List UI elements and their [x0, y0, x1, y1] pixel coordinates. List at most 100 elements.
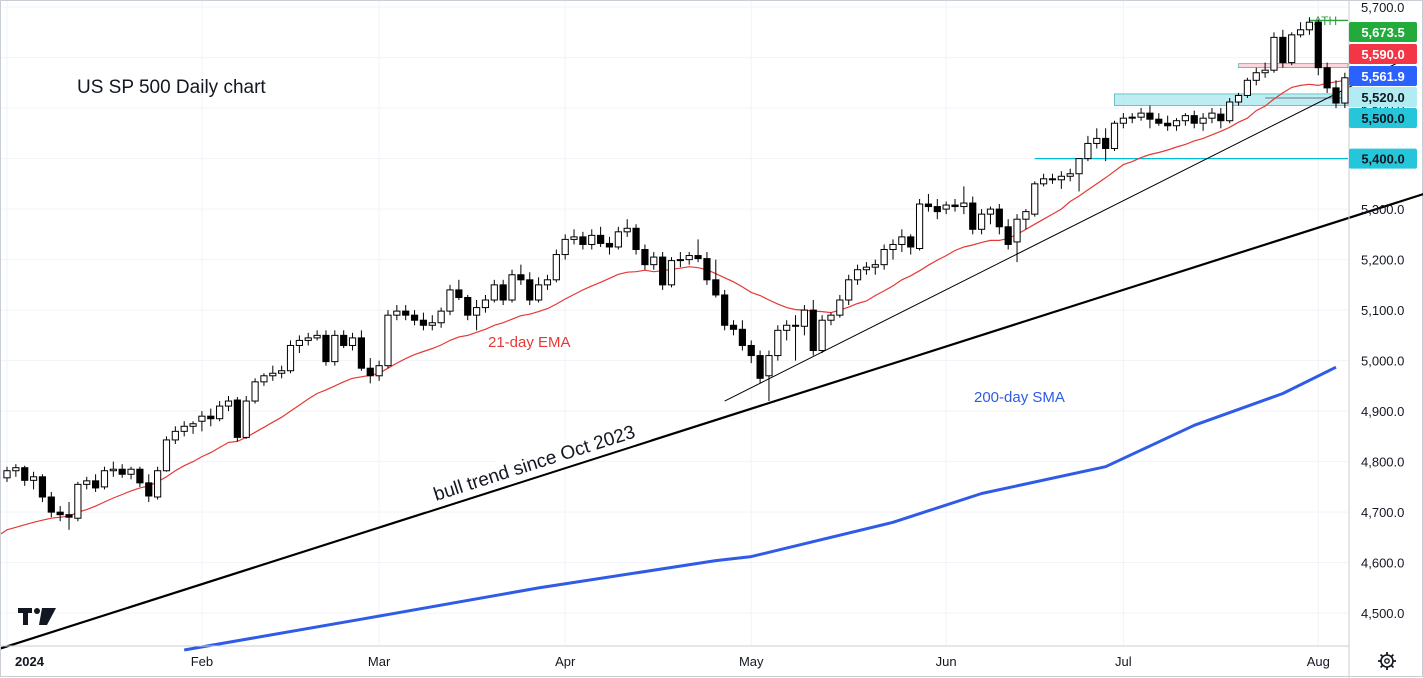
- candle-up: [278, 370, 286, 374]
- ema-label: 21-day EMA: [488, 334, 571, 351]
- candle-down: [92, 480, 100, 489]
- candle-up: [162, 439, 171, 472]
- candle-up: [552, 254, 560, 281]
- sma200-path: [183, 365, 1337, 652]
- candle-down: [721, 294, 729, 326]
- candle-down: [1190, 115, 1198, 124]
- candle-down: [933, 206, 941, 213]
- candle-up: [1110, 122, 1119, 149]
- time-tick-label: Jun: [936, 654, 957, 669]
- candle-up: [109, 468, 117, 472]
- candle-up: [100, 470, 109, 488]
- candle-down: [47, 496, 55, 513]
- candle-up: [472, 307, 481, 316]
- candle-up: [765, 355, 773, 377]
- candle-up: [1226, 101, 1234, 122]
- candle-down: [38, 476, 47, 498]
- trend-label-bg: [417, 415, 651, 512]
- candle-down: [729, 324, 738, 330]
- candle-down: [65, 514, 73, 518]
- candle-up: [198, 415, 206, 422]
- candle-up: [1031, 183, 1039, 215]
- candle-down: [703, 258, 711, 281]
- candle-down: [907, 236, 915, 248]
- price-tag: [1349, 108, 1417, 128]
- candle-up: [960, 202, 968, 208]
- candle-up: [393, 310, 401, 316]
- candle-up: [3, 470, 11, 479]
- time-tick-label: May: [739, 654, 764, 669]
- candle-up: [1252, 72, 1260, 81]
- price-tag-label: 5,590.0: [1361, 47, 1404, 62]
- price-tick-label: 4,900.0: [1361, 404, 1404, 419]
- candle-down: [738, 328, 746, 346]
- candle-down: [747, 344, 755, 357]
- price-tick-label: 4,500.0: [1361, 606, 1404, 621]
- price-tag-label: 5,561.9: [1361, 69, 1404, 84]
- candle-up: [331, 334, 339, 363]
- candle-up: [783, 324, 791, 331]
- candle-up: [535, 284, 543, 301]
- candle-up: [375, 365, 383, 377]
- candle-up: [1181, 115, 1189, 122]
- price-tick-label: 5,300.0: [1361, 202, 1404, 217]
- candle-down: [366, 367, 374, 377]
- time-tick-label: 2024: [15, 654, 45, 669]
- candle-up: [1296, 29, 1305, 36]
- candle-up: [180, 425, 188, 432]
- candle-down: [233, 399, 241, 438]
- candle-up: [570, 236, 578, 240]
- price-tag-label: 5,673.5: [1361, 25, 1404, 40]
- price-tick-label: 5,700.0: [1361, 1, 1404, 15]
- candle-up: [1208, 112, 1216, 119]
- candle-up: [1119, 117, 1127, 124]
- price-tag-label: 5,520.0: [1361, 90, 1404, 105]
- candle-up: [1084, 142, 1092, 160]
- candle-down: [1217, 113, 1225, 122]
- candles: [3, 17, 1367, 530]
- price-tag-label: 5,500.0: [1361, 111, 1404, 126]
- price-tick-label: 5,100.0: [1361, 303, 1404, 318]
- candle-down: [526, 279, 534, 301]
- price-tag: [1349, 148, 1417, 169]
- time-tick-label: Apr: [555, 654, 576, 669]
- candle-up: [978, 213, 986, 230]
- sma200-line: [183, 365, 1337, 652]
- bull-trendline: [1, 193, 1423, 650]
- candle-down: [1102, 137, 1110, 149]
- candle-up: [313, 334, 321, 339]
- candle-down: [605, 242, 614, 248]
- price-tick-label: 5,200.0: [1361, 253, 1404, 268]
- candle-up: [853, 269, 862, 281]
- candle-up: [1137, 112, 1145, 118]
- candle-up: [216, 405, 224, 420]
- candle-up: [898, 236, 906, 245]
- logo-slash: [39, 608, 56, 625]
- trendlines: [1, 62, 1423, 650]
- candle-down: [136, 468, 144, 484]
- chart-title: US SP 500 Daily chart: [77, 77, 266, 98]
- candle-up: [1305, 21, 1314, 31]
- time-tick-label: Jul: [1115, 654, 1132, 669]
- gear-icon[interactable]: [1378, 652, 1396, 670]
- candle-down: [357, 337, 365, 369]
- candle-down: [1332, 87, 1340, 104]
- candle-down: [340, 334, 348, 346]
- candle-up: [1022, 211, 1030, 220]
- candle-down: [410, 314, 419, 321]
- logo-bar-stem: [23, 608, 28, 625]
- time-axis[interactable]: 2024 Feb Mar Apr May Jun Jul Aug: [1, 645, 1349, 669]
- candle-up: [428, 322, 436, 326]
- candle-down: [641, 249, 649, 266]
- price-tag: [1349, 66, 1417, 86]
- candle-up: [1234, 94, 1243, 103]
- price-tick-label: 5,000.0: [1361, 354, 1404, 369]
- candle-up: [774, 329, 782, 357]
- candle-up: [650, 256, 658, 266]
- candle-up: [29, 476, 38, 481]
- candle-down: [632, 227, 640, 251]
- candle-down: [809, 309, 817, 352]
- price-zone: [1238, 63, 1349, 68]
- tradingview-logo: [18, 608, 56, 625]
